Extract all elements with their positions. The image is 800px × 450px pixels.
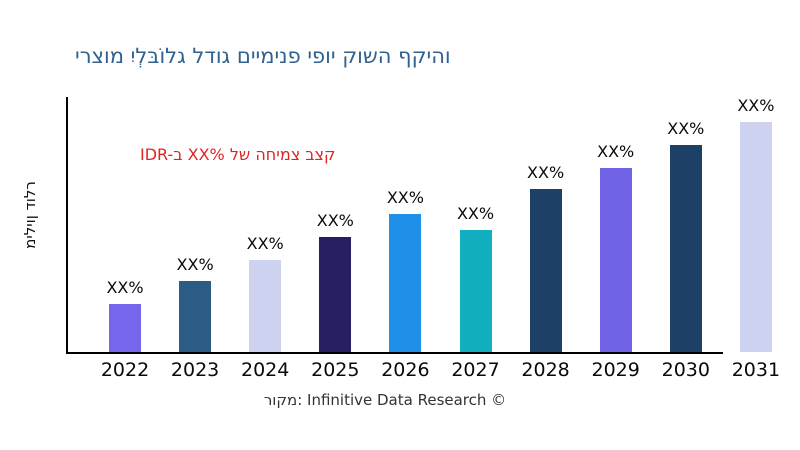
x-tick-label: 2028 [521,359,570,381]
bar-2023 [179,280,212,352]
bar-value-label: XX% [737,96,775,115]
bar-value-label: XX% [527,162,565,182]
source-credit: רוקמ: Infinitive Data Research © [263,391,507,409]
plot-area: XX% 2022 XX% 2023 XX% 2024 XX% 2025 XX% 2026 XX% 20… [66,96,780,381]
bar-2030 [669,145,702,352]
chart-title: ירצומ יִלְבּוֹלג לדוג םיימינפ יפוי קושה … [75,44,451,68]
bar-value-label: XX% [176,254,214,274]
bar-value-label: XX% [106,277,144,297]
x-tick-label: 2025 [311,359,360,381]
bar-2031 [739,122,772,352]
y-axis-line [66,97,68,354]
x-tick-label: 2023 [170,359,220,381]
bar-value-label: XX% [246,234,284,253]
bar-value-label: XX% [597,142,635,161]
growth-rate-annotation: IDR-ב XX% לש החימצ בצק [140,145,336,164]
bar-2025 [319,237,352,352]
x-tick-label: 2031 [731,359,781,381]
x-tick-label: 2030 [661,359,710,381]
bar-value-label: XX% [667,119,705,138]
bar-2024 [249,260,282,352]
y-axis-label: מיליון דולר [21,181,39,249]
x-tick-label: 2027 [451,359,500,381]
bar-2022 [109,303,141,352]
bar-2027 [459,230,492,352]
bar-2029 [599,168,632,352]
bar-value-label: XX% [456,204,495,224]
x-tick-label: 2026 [381,359,430,381]
x-tick-label: 2024 [241,359,290,381]
bar-2026 [389,214,422,352]
x-tick-label: 2022 [100,359,150,381]
bar-2028 [529,188,562,352]
x-axis-line [66,352,723,354]
bar-value-label: XX% [316,211,354,230]
bar-value-label: XX% [386,188,424,207]
x-tick-label: 2029 [591,359,640,381]
